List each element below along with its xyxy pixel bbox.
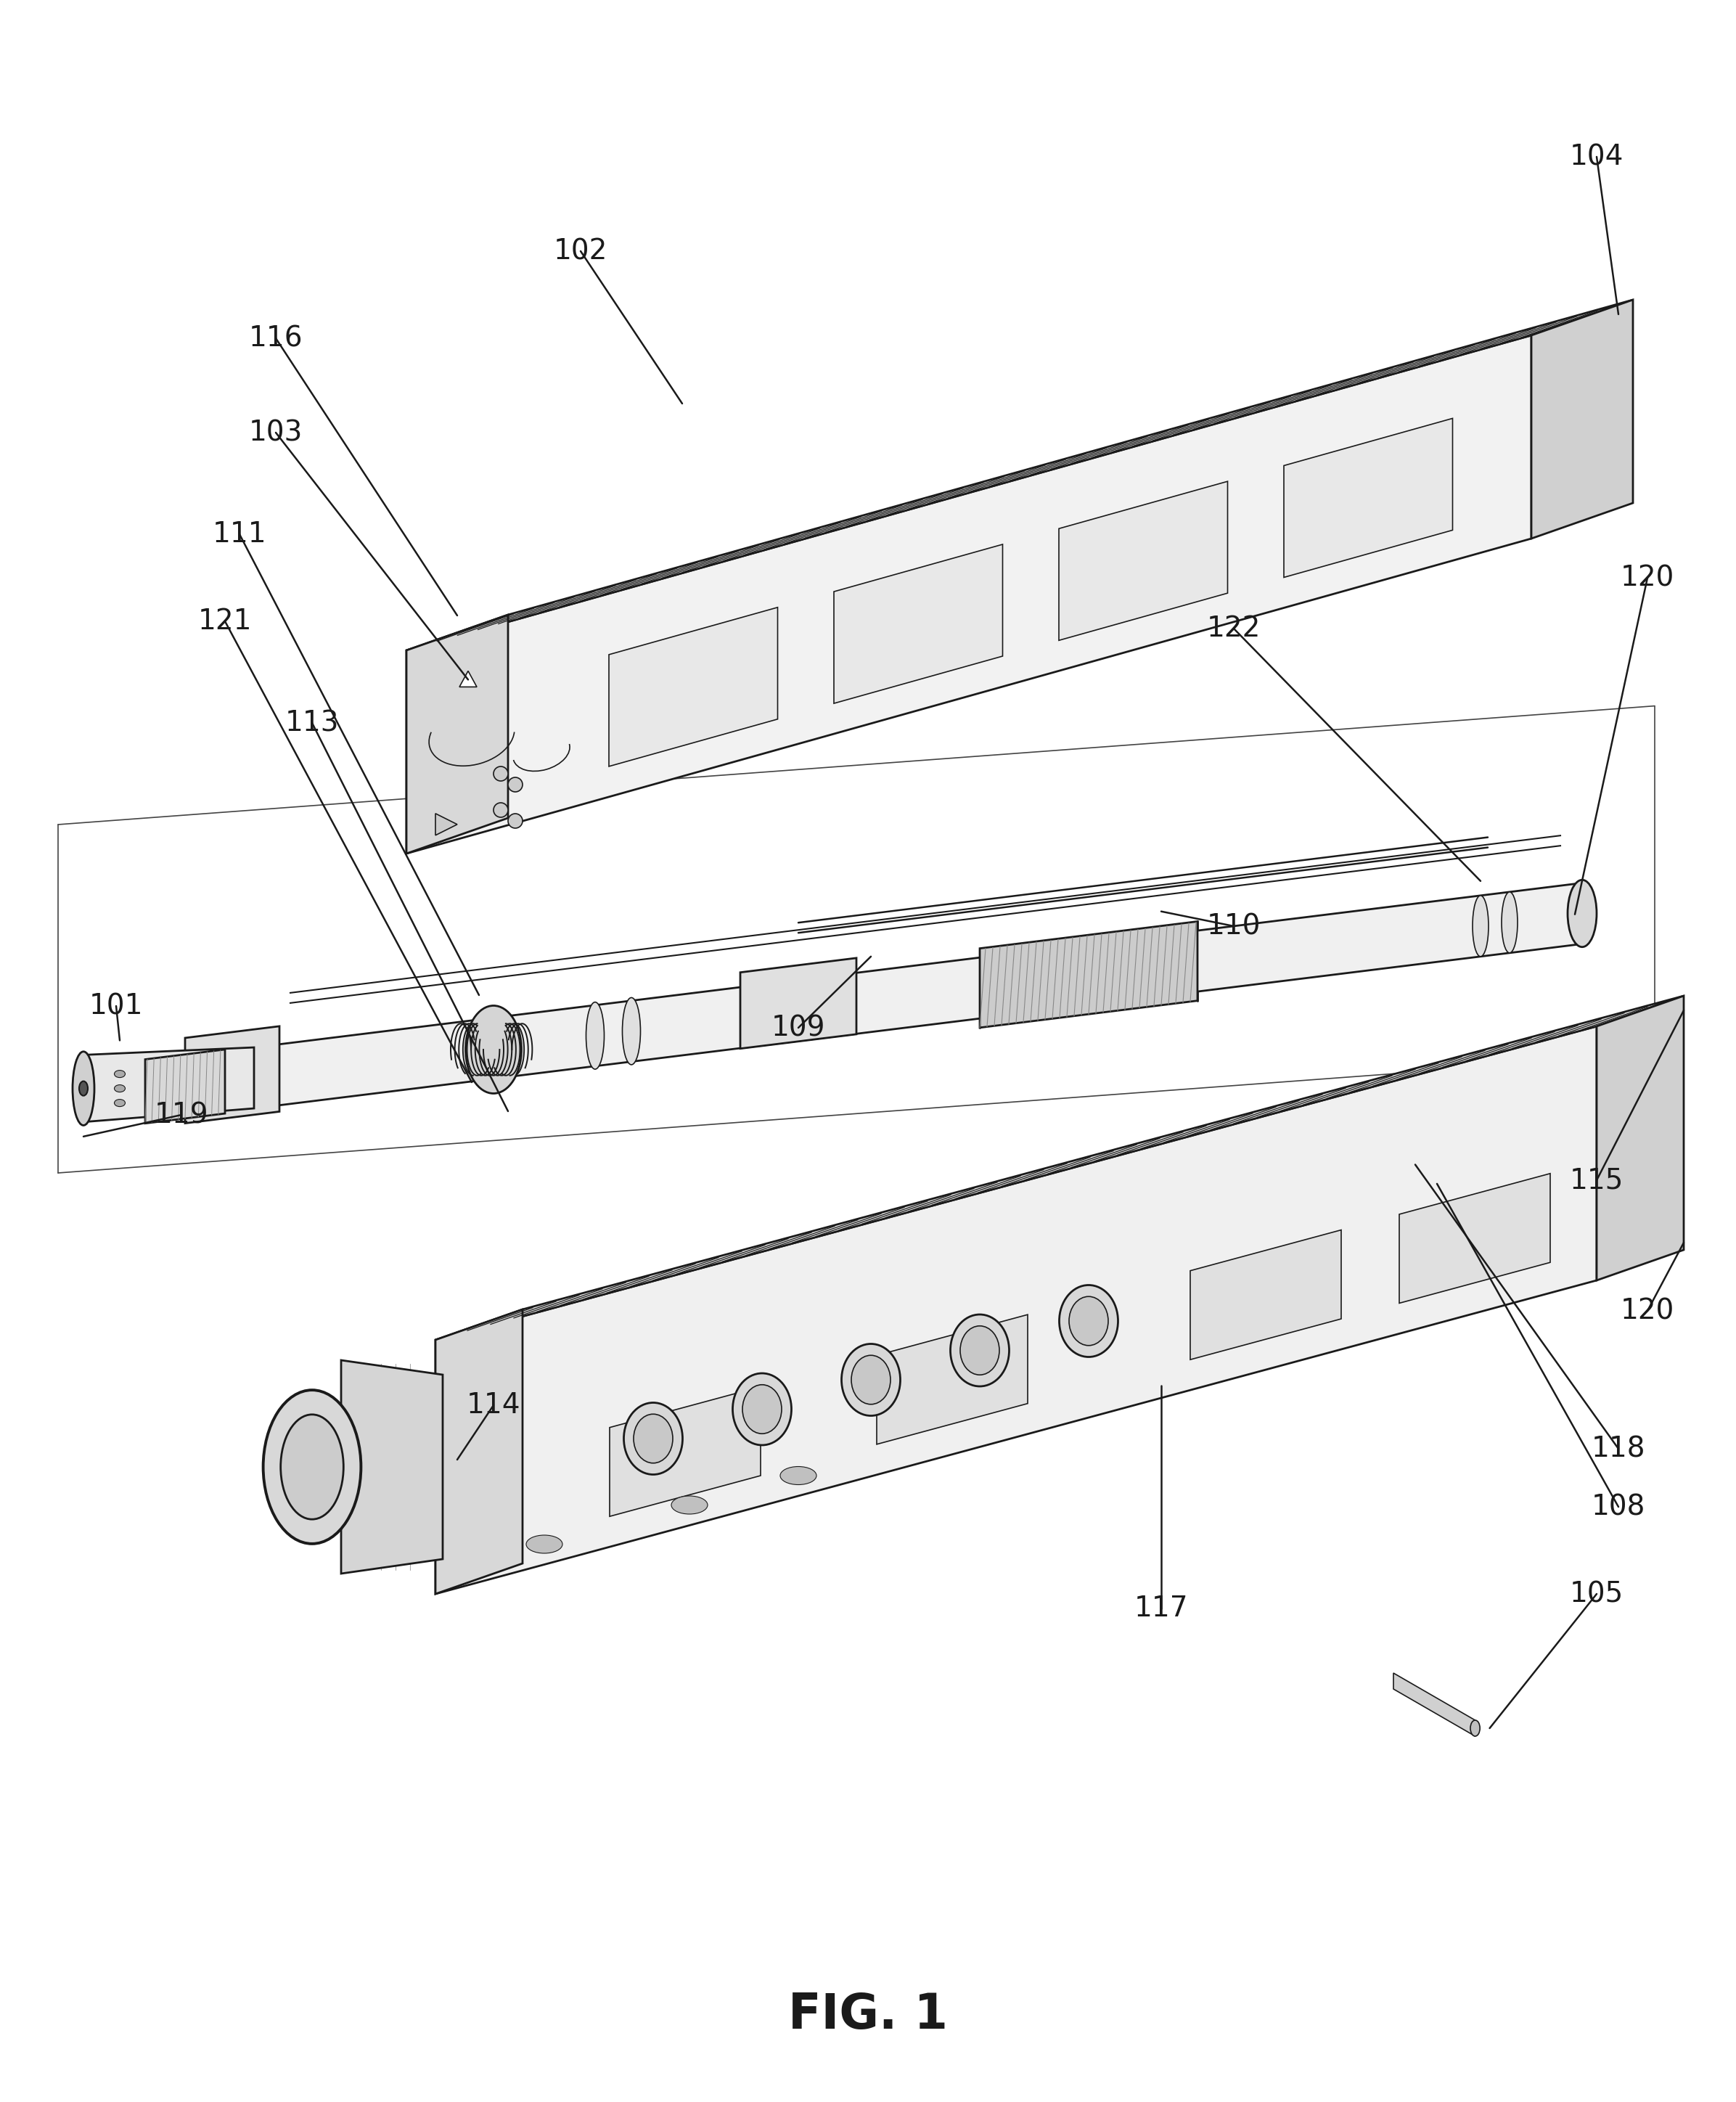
Ellipse shape (587, 1003, 604, 1070)
Ellipse shape (672, 1497, 708, 1513)
Ellipse shape (960, 1326, 1000, 1375)
Circle shape (509, 813, 523, 828)
Text: 110: 110 (1207, 912, 1260, 940)
Ellipse shape (779, 1467, 816, 1484)
Polygon shape (1531, 301, 1634, 538)
Ellipse shape (851, 1356, 891, 1404)
Polygon shape (1059, 481, 1227, 641)
Text: 111: 111 (212, 521, 267, 549)
Polygon shape (460, 671, 477, 687)
Ellipse shape (115, 1099, 125, 1106)
Ellipse shape (73, 1051, 94, 1125)
Polygon shape (1285, 418, 1453, 578)
Polygon shape (340, 1360, 443, 1574)
Circle shape (493, 803, 509, 818)
Text: 117: 117 (1134, 1595, 1187, 1623)
Text: FIG. 1: FIG. 1 (788, 1991, 948, 2039)
Circle shape (509, 778, 523, 792)
Text: 122: 122 (1207, 614, 1260, 643)
Ellipse shape (1069, 1297, 1108, 1345)
Polygon shape (436, 1310, 523, 1593)
Text: 116: 116 (248, 324, 302, 351)
Ellipse shape (465, 1005, 521, 1093)
Text: 114: 114 (467, 1392, 521, 1419)
Ellipse shape (1470, 1719, 1481, 1736)
Polygon shape (406, 336, 1531, 853)
Ellipse shape (950, 1314, 1009, 1387)
Polygon shape (406, 614, 509, 853)
Polygon shape (406, 301, 1634, 650)
Ellipse shape (1568, 881, 1597, 948)
Polygon shape (83, 1047, 253, 1122)
Text: 115: 115 (1569, 1167, 1623, 1194)
Ellipse shape (733, 1373, 792, 1446)
Text: 121: 121 (198, 607, 252, 635)
Text: 101: 101 (89, 992, 142, 1019)
Polygon shape (186, 1026, 279, 1122)
Polygon shape (740, 959, 856, 1049)
Text: 120: 120 (1620, 1297, 1675, 1324)
Ellipse shape (115, 1070, 125, 1078)
Polygon shape (1394, 1673, 1476, 1736)
Ellipse shape (621, 998, 641, 1066)
Polygon shape (436, 1026, 1597, 1593)
Text: 103: 103 (248, 418, 302, 446)
Text: 109: 109 (771, 1013, 825, 1043)
Ellipse shape (623, 1402, 682, 1474)
Circle shape (493, 767, 509, 782)
Text: 120: 120 (1620, 563, 1675, 591)
Polygon shape (1191, 1230, 1342, 1360)
Text: 105: 105 (1569, 1581, 1623, 1608)
Ellipse shape (743, 1385, 781, 1434)
Ellipse shape (80, 1080, 89, 1095)
Ellipse shape (526, 1534, 562, 1553)
Ellipse shape (1059, 1284, 1118, 1358)
Polygon shape (1597, 996, 1684, 1280)
Text: 119: 119 (155, 1101, 208, 1129)
Polygon shape (609, 607, 778, 767)
Ellipse shape (1502, 891, 1517, 952)
Ellipse shape (634, 1415, 674, 1463)
Polygon shape (609, 1387, 760, 1516)
Polygon shape (877, 1314, 1028, 1444)
Polygon shape (436, 813, 457, 834)
Polygon shape (436, 996, 1684, 1339)
Text: 118: 118 (1592, 1436, 1646, 1463)
Polygon shape (146, 1049, 226, 1122)
Polygon shape (979, 921, 1198, 1028)
Polygon shape (833, 544, 1003, 704)
Ellipse shape (264, 1389, 361, 1543)
Polygon shape (253, 883, 1581, 1108)
Text: 108: 108 (1592, 1492, 1646, 1520)
Text: 104: 104 (1569, 143, 1623, 170)
Ellipse shape (115, 1085, 125, 1093)
Ellipse shape (243, 1047, 266, 1108)
Text: 102: 102 (554, 238, 608, 265)
Ellipse shape (842, 1343, 901, 1417)
Polygon shape (1399, 1173, 1550, 1303)
Ellipse shape (1472, 895, 1488, 956)
Ellipse shape (281, 1415, 344, 1520)
Text: 113: 113 (285, 708, 339, 736)
